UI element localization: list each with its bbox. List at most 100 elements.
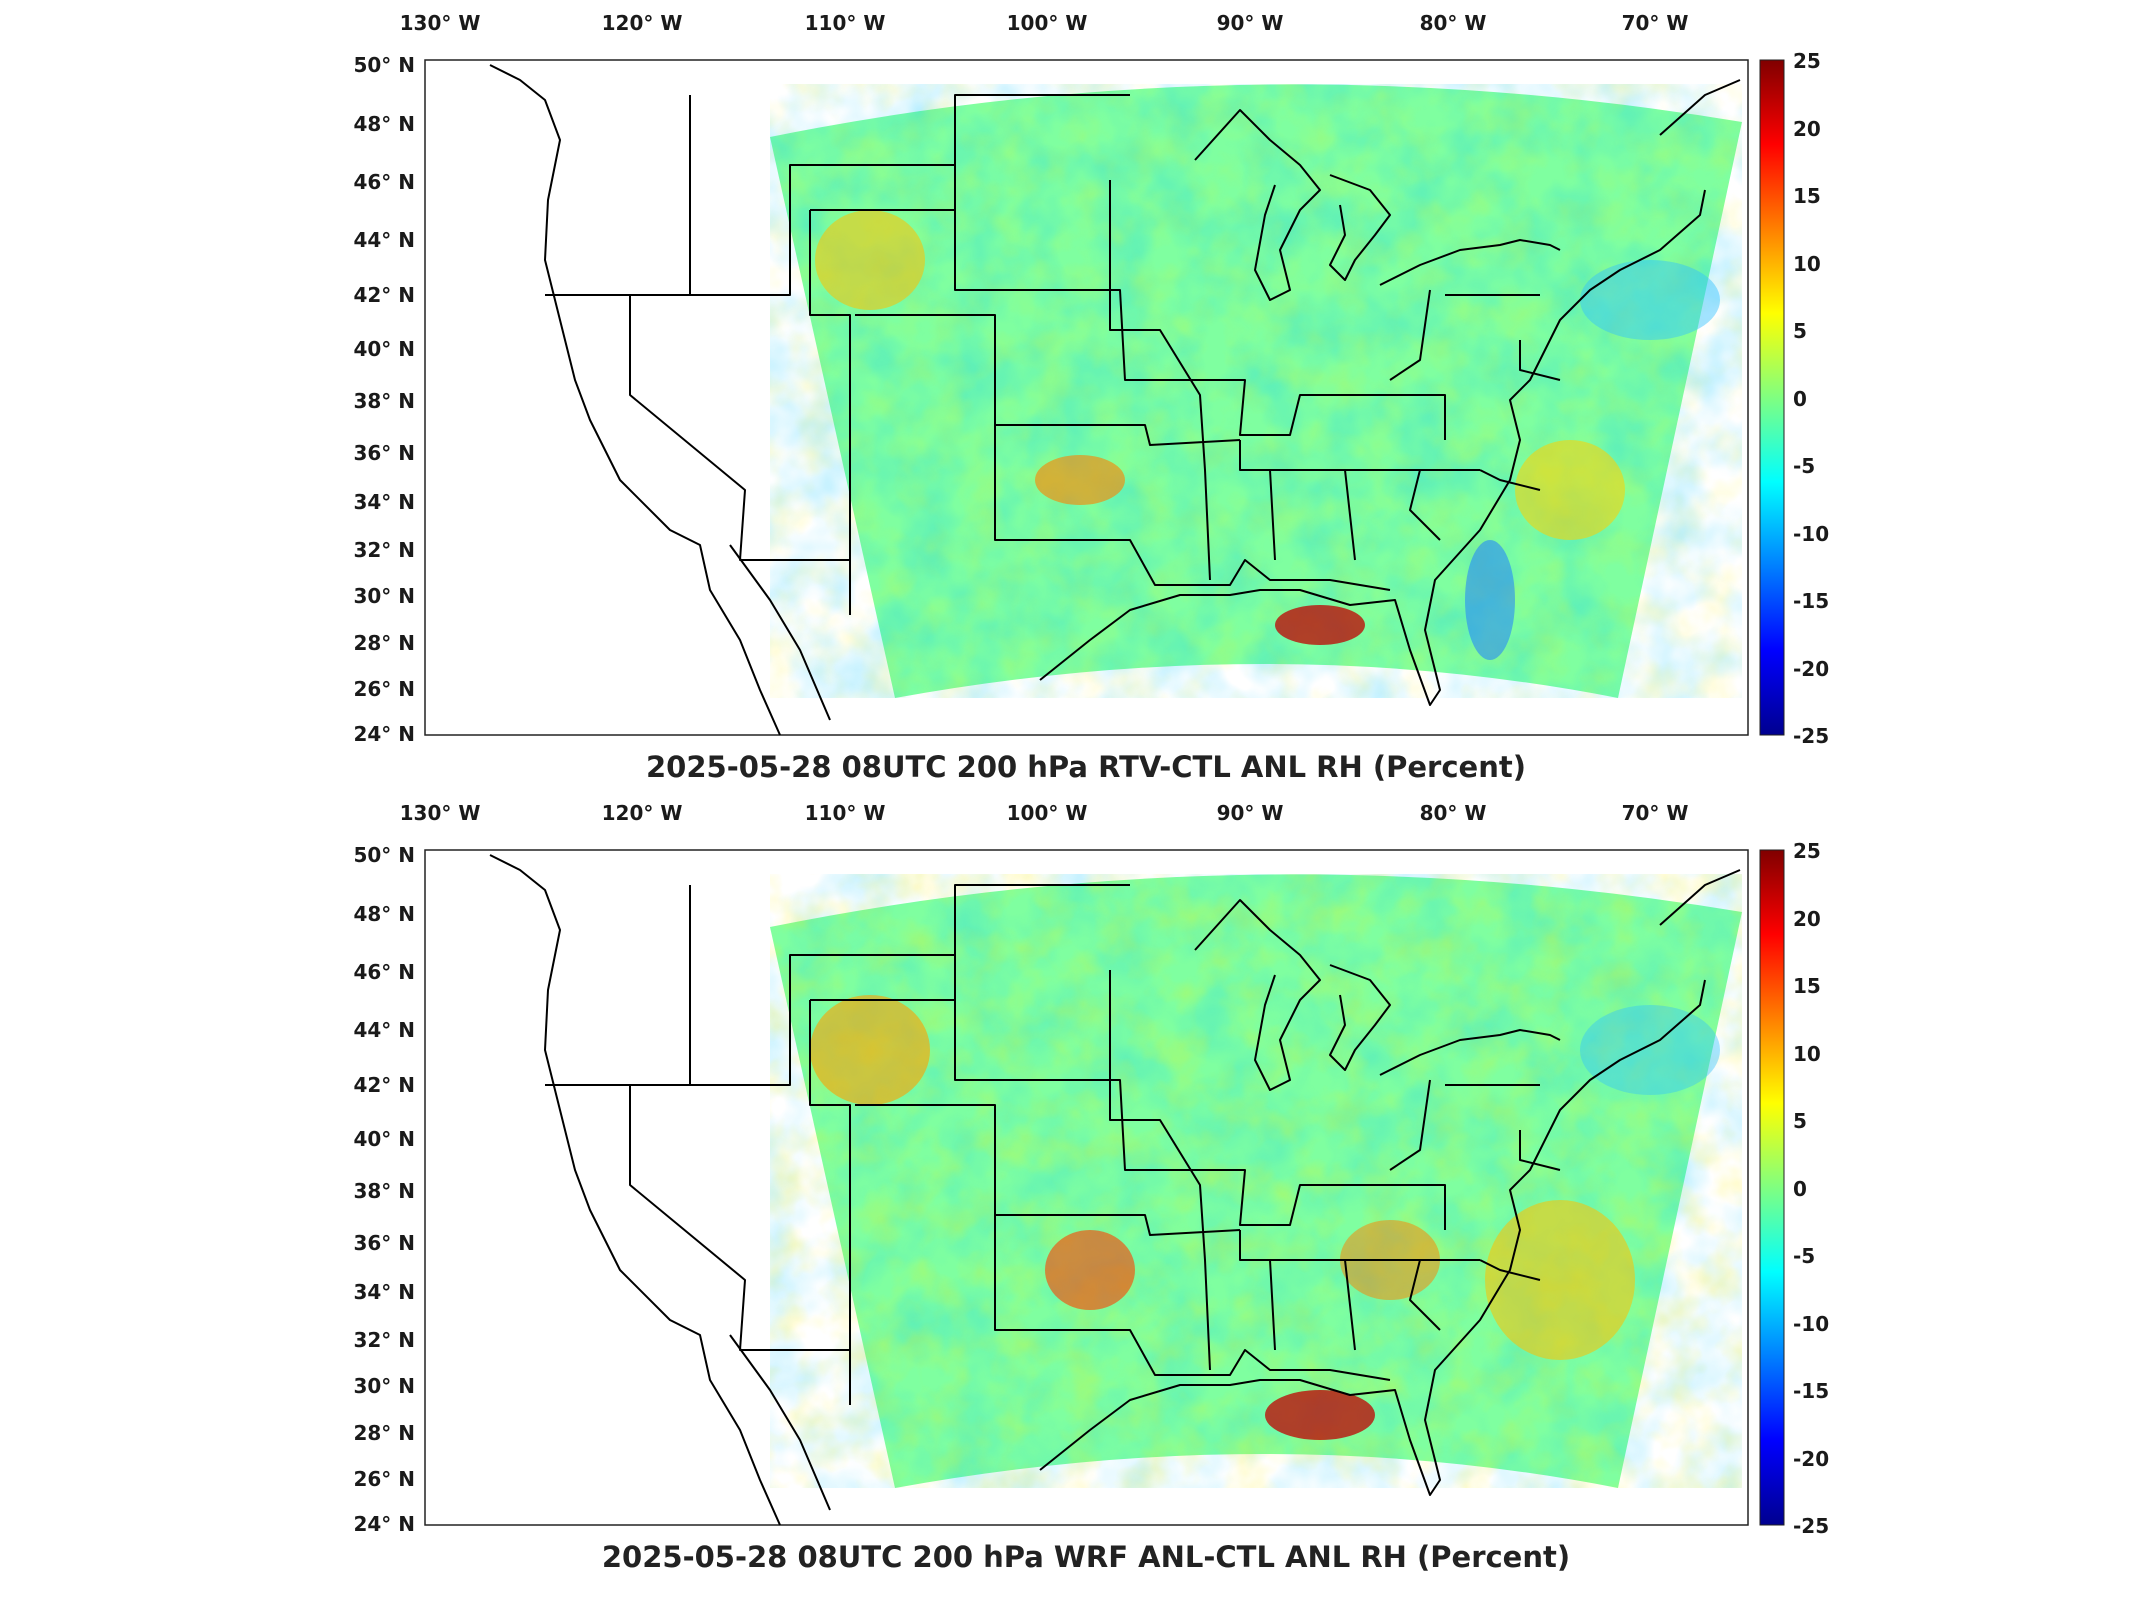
colorbar-tick-label: 10 (1793, 1042, 1821, 1066)
coastlines-and-borders (489, 64, 1741, 736)
lon-label: 130° W (400, 801, 481, 825)
longitude-labels: 130° W 120° W 110° W 100° W 90° W 80° W … (400, 801, 1689, 825)
colorbar-tick-label: 10 (1793, 252, 1821, 276)
colorbar-ramp (1759, 849, 1785, 1526)
colorbar-tick-label: -20 (1793, 657, 1829, 681)
lat-label: 32° N (353, 538, 415, 562)
coastline (1039, 979, 1706, 1496)
lat-label: 30° N (353, 584, 415, 608)
state-borders (545, 164, 1446, 440)
colorbar-tick-label: -15 (1793, 589, 1829, 613)
coastline (489, 854, 781, 1526)
lon-label: 100° W (1007, 801, 1088, 825)
lon-label: 80° W (1420, 801, 1487, 825)
colorbar-tick-label: 15 (1793, 184, 1821, 208)
state-borders (1109, 180, 1480, 581)
state-borders (810, 209, 1391, 591)
colorbar-tick-label: 0 (1793, 387, 1807, 411)
coastline (1659, 869, 1741, 926)
lon-label: 80° W (1420, 11, 1487, 35)
lat-label: 50° N (353, 53, 415, 77)
colorbar-tick-label: 15 (1793, 974, 1821, 998)
latitude-labels: 50° N 48° N 46° N 44° N 42° N 40° N 38° … (353, 843, 415, 1536)
coastline (729, 1334, 831, 1511)
lon-label: 70° W (1622, 11, 1689, 35)
lat-label: 46° N (353, 960, 415, 984)
lat-label: 48° N (353, 902, 415, 926)
great-lakes (1194, 109, 1391, 301)
colorbar: 25 20 15 10 5 0 -5 -10 -15 -20 -25 (1759, 49, 1829, 748)
state-borders (689, 94, 1130, 560)
lat-label: 26° N (353, 677, 415, 701)
lon-label: 70° W (1622, 801, 1689, 825)
state-borders (1409, 1259, 1541, 1331)
lon-label: 100° W (1007, 11, 1088, 35)
state-borders (810, 999, 1391, 1381)
colorbar-tick-label: -25 (1793, 1514, 1829, 1538)
lon-label: 130° W (400, 11, 481, 35)
lon-label: 110° W (805, 801, 886, 825)
rh-field (770, 84, 1742, 699)
warm-anomaly (1515, 440, 1625, 540)
lat-label: 40° N (353, 337, 415, 361)
colorbar-tick-label: -25 (1793, 724, 1829, 748)
lat-label: 24° N (353, 722, 415, 746)
state-borders (1379, 1029, 1561, 1171)
warm-anomaly (1045, 1230, 1135, 1310)
lat-label: 30° N (353, 1374, 415, 1398)
coastline (1039, 189, 1706, 706)
coastline (1659, 79, 1741, 136)
warm-anomaly (1035, 455, 1125, 505)
coastlines-and-borders (489, 854, 1741, 1526)
warm-anomaly (810, 995, 930, 1105)
lon-label: 110° W (805, 11, 886, 35)
coastline (729, 544, 831, 721)
colorbar-tick-label: 25 (1793, 839, 1821, 863)
colorbar-tick-label: -10 (1793, 522, 1829, 546)
colorbar-tick-label: 20 (1793, 907, 1821, 931)
lon-label: 120° W (602, 11, 683, 35)
colorbar-tick-label: 25 (1793, 49, 1821, 73)
lat-label: 44° N (353, 1018, 415, 1042)
data-domain-noise-warm (770, 84, 1742, 699)
coastline (489, 64, 781, 736)
great-lakes (1194, 899, 1391, 1091)
lon-label: 120° W (602, 801, 683, 825)
cool-anomaly (1580, 260, 1720, 340)
warm-anomaly (1265, 1390, 1375, 1440)
warm-anomaly (1275, 605, 1365, 645)
lat-label: 36° N (353, 441, 415, 465)
lon-label: 90° W (1217, 11, 1284, 35)
colorbar-tick-label: 5 (1793, 1109, 1807, 1133)
panel-title: 2025-05-28 08UTC 200 hPa WRF ANL-CTL ANL… (602, 1540, 1570, 1574)
lat-label: 34° N (353, 1280, 415, 1304)
cool-anomaly (1465, 540, 1515, 660)
state-borders (629, 1085, 851, 1405)
colorbar-tick-label: -5 (1793, 454, 1815, 478)
state-borders (1379, 239, 1561, 381)
lat-label: 40° N (353, 1127, 415, 1151)
colorbar-tick-label: -10 (1793, 1312, 1829, 1336)
colorbar-tick-label: 5 (1793, 319, 1807, 343)
colorbar-ramp (1759, 59, 1785, 736)
colorbar-tick-label: 20 (1793, 117, 1821, 141)
state-borders (629, 295, 851, 615)
colorbar-tick-label: 0 (1793, 1177, 1807, 1201)
lat-label: 50° N (353, 843, 415, 867)
state-borders (1409, 469, 1541, 541)
lat-label: 48° N (353, 112, 415, 136)
colorbar-tick-label: -15 (1793, 1379, 1829, 1403)
lat-label: 32° N (353, 1328, 415, 1352)
data-domain-noise-warm (770, 874, 1742, 1488)
lat-label: 34° N (353, 490, 415, 514)
latitude-labels: 50° N 48° N 46° N 44° N 42° N 40° N 38° … (353, 53, 415, 746)
colorbar-tick-label: -5 (1793, 1244, 1815, 1268)
lat-label: 44° N (353, 228, 415, 252)
warm-anomaly (815, 210, 925, 310)
state-borders (1109, 970, 1480, 1371)
rh-field (770, 874, 1742, 1488)
longitude-labels: 130° W 120° W 110° W 100° W 90° W 80° W … (400, 11, 1689, 35)
lat-label: 26° N (353, 1467, 415, 1491)
cool-anomaly (1580, 1005, 1720, 1095)
